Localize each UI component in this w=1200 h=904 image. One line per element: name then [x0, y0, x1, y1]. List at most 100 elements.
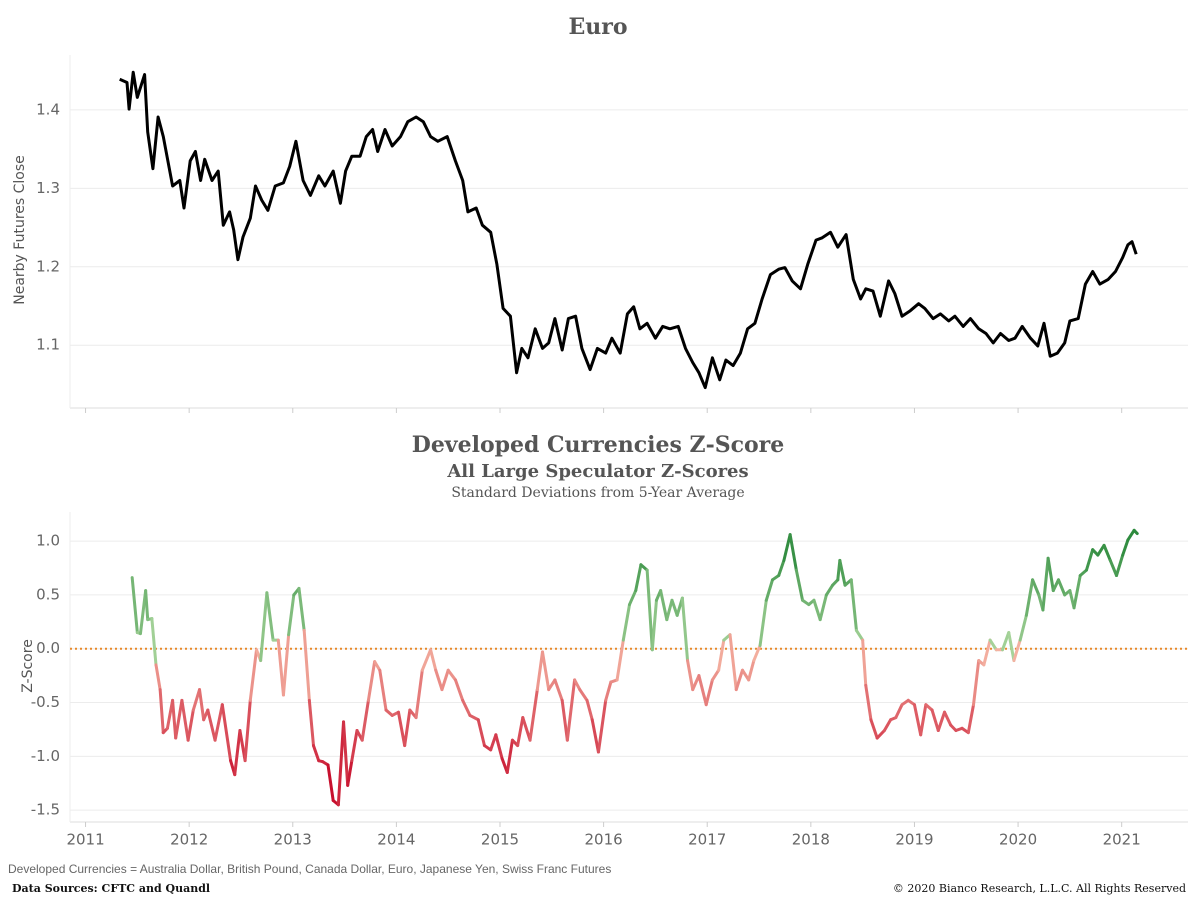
line-segment — [233, 729, 242, 777]
line-segment — [434, 668, 444, 692]
x-tick-label: 2012 — [170, 831, 208, 849]
y-tick-label: 1.3 — [36, 179, 60, 197]
line-segment — [596, 698, 608, 754]
line-segment — [812, 598, 822, 622]
line-segment — [1007, 631, 1016, 663]
line-segment — [982, 638, 992, 667]
line-segment — [615, 638, 625, 682]
line-segment — [276, 638, 285, 697]
y-tick-label: 1.0 — [36, 532, 60, 550]
line-segment — [420, 648, 433, 672]
line-segment — [446, 668, 457, 682]
y-tick-label: -1.5 — [31, 801, 60, 819]
line-segment — [590, 718, 600, 754]
line-segment — [1024, 578, 1035, 617]
line-segment — [650, 598, 658, 652]
line-segment — [281, 633, 291, 697]
line-segment — [861, 638, 868, 687]
line-segment — [565, 678, 577, 742]
line-segment — [516, 716, 525, 748]
line-segment — [158, 688, 165, 735]
line-segment — [336, 720, 346, 807]
line-segment — [686, 659, 695, 692]
line-segment — [154, 663, 162, 692]
y-axis-label: Z-Score — [20, 639, 36, 693]
line-segment — [728, 633, 738, 692]
line-segment — [476, 718, 486, 748]
line-segment — [794, 568, 805, 602]
line-segment — [342, 720, 350, 787]
line-segment — [213, 703, 224, 742]
line-segment — [824, 583, 835, 597]
x-tick-label: 2017 — [688, 831, 726, 849]
line-segment — [573, 678, 582, 692]
x-tick-label: 2018 — [792, 831, 830, 849]
line-segment — [1018, 613, 1028, 642]
line-segment — [547, 678, 557, 692]
line-segment — [764, 578, 775, 602]
line-segment — [1046, 556, 1055, 593]
line-segment — [311, 744, 321, 763]
line-segment — [621, 603, 632, 642]
copyright: © 2020 Bianco Research, L.L.C. All Right… — [893, 882, 1186, 895]
line-segment — [818, 593, 828, 622]
line-segment — [505, 738, 514, 774]
x-tick-label: 2013 — [274, 831, 312, 849]
line-segment — [1132, 528, 1139, 536]
line-segment — [326, 763, 335, 802]
line-segment — [894, 703, 904, 720]
line-segment — [691, 674, 701, 692]
line-segment — [782, 533, 792, 562]
line-segment — [553, 678, 564, 702]
line-segment — [912, 703, 923, 737]
chart-title: Euro — [568, 14, 627, 40]
line-segment — [747, 659, 756, 682]
line-segment — [528, 688, 539, 742]
line-segment — [919, 703, 928, 737]
line-segment — [521, 716, 532, 742]
line-segment — [1084, 548, 1095, 572]
line-segment — [171, 698, 178, 740]
y-tick-label: 0.5 — [36, 585, 60, 603]
line-segment — [1121, 538, 1130, 557]
line-segment — [461, 698, 472, 717]
line-segment — [788, 533, 798, 572]
line-segment — [366, 660, 377, 702]
line-segment — [429, 648, 438, 672]
line-segment — [1102, 543, 1112, 562]
line-segment — [838, 558, 847, 587]
line-segment — [943, 710, 953, 727]
chart-subtitle: All Large Speculator Z-Scores — [446, 461, 748, 482]
line-segment — [186, 708, 195, 742]
line-segment — [1056, 578, 1067, 597]
y-tick-label: -0.5 — [31, 693, 60, 711]
line-segment — [966, 703, 976, 735]
line-segment — [198, 688, 206, 722]
line-segment — [144, 589, 150, 622]
x-tick-label: 2011 — [66, 831, 104, 849]
chart-title: Developed Currencies Z-Score — [412, 432, 785, 458]
line — [119, 70, 1138, 390]
line-segment — [453, 678, 465, 702]
line-segment — [578, 688, 589, 702]
x-tick-label: 2015 — [481, 831, 519, 849]
line-segment — [659, 589, 669, 622]
line-segment — [875, 729, 886, 740]
line-segment — [734, 668, 744, 692]
line-segment — [882, 718, 893, 733]
line-segment — [1031, 578, 1041, 597]
line-segment — [220, 703, 233, 763]
line-segment — [758, 598, 768, 647]
line-segment — [1115, 553, 1125, 578]
line-segment — [1108, 558, 1119, 578]
line-segment — [373, 660, 382, 672]
y-tick-label: 1.2 — [36, 257, 60, 275]
line-segment — [936, 710, 947, 733]
x-tick-label: 2014 — [377, 831, 415, 849]
x-tick-label: 2019 — [895, 831, 933, 849]
line-segment — [670, 598, 679, 617]
line-segment — [849, 578, 858, 632]
x-tick-label: 2020 — [999, 831, 1037, 849]
line-segment — [1072, 574, 1082, 610]
x-tick-label: 2016 — [585, 831, 623, 849]
